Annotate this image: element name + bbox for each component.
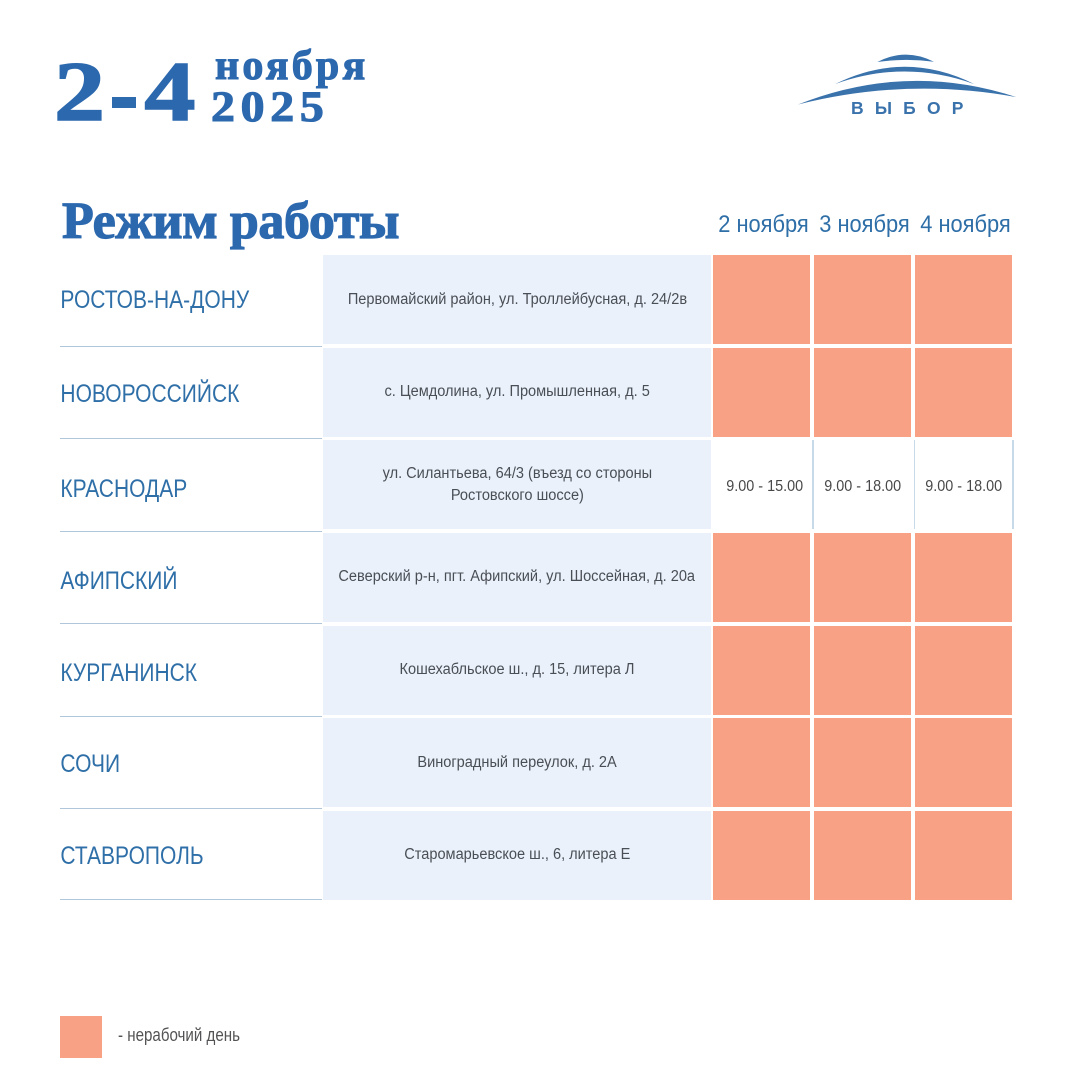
svg-text:ВЫБОР: ВЫБОР bbox=[851, 98, 975, 118]
